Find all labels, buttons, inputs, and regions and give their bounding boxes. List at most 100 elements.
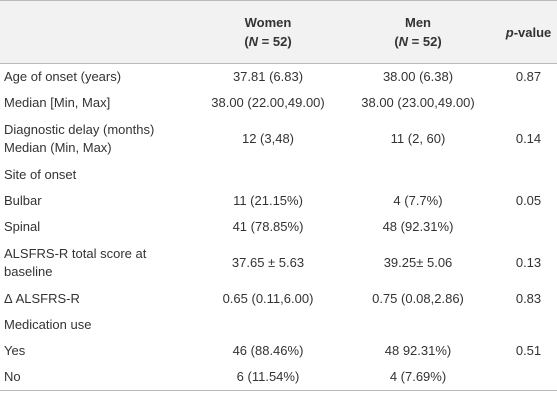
- label-line: Yes: [4, 343, 26, 358]
- table-row: Bulbar 11 (21.15%) 4 (7.7%) 0.05: [0, 188, 557, 214]
- value-cell: [500, 214, 557, 240]
- cell-text: 0.14: [515, 131, 542, 146]
- cell-text: 11 (2, 60): [390, 131, 446, 146]
- table-row: Spinal 41 (78.85%) 48 (92.31%): [0, 214, 557, 240]
- value-cell: 39.25± 5.06: [336, 240, 500, 286]
- label-line: baseline: [4, 264, 53, 279]
- cell-text: 0.13: [515, 255, 542, 270]
- header-cell: Women (N = 52): [200, 0, 336, 64]
- value-cell: [336, 312, 500, 338]
- row-label: Bulbar: [0, 188, 200, 214]
- label-line: ALSFRS-R total score at: [4, 246, 147, 261]
- value-cell: 38.00 (22.00,49.00): [200, 90, 336, 116]
- text: = 52): [258, 34, 292, 49]
- value-cell: [500, 312, 557, 338]
- cell-text: 0.87: [515, 69, 542, 84]
- label-line: Bulbar: [4, 193, 42, 208]
- table-row: Δ ALSFRS-R 0.65 (0.11,6.00) 0.75 (0.08,2.8…: [0, 286, 557, 312]
- value-cell: 0.75 (0.08,2.86): [336, 286, 500, 312]
- value-cell: 4 (7.69%): [336, 364, 500, 391]
- label-line: No: [4, 369, 21, 384]
- text: N: [248, 34, 259, 49]
- value-cell: [200, 162, 336, 188]
- cell-text: 38.00 (6.38): [382, 69, 454, 84]
- cell-text: 38.00 (22.00,49.00): [211, 95, 325, 110]
- cell-text: 0.05: [515, 193, 542, 208]
- cell-text: 0.51: [515, 343, 542, 358]
- label-line: Δ ALSFRS-R: [4, 291, 80, 306]
- value-cell: 46 (88.46%): [200, 338, 336, 364]
- text: (: [394, 34, 399, 49]
- cell-text: 48 (92.31%): [382, 219, 454, 234]
- table-body: Age of onset (years) 37.81 (6.83) 38.00 (6…: [0, 64, 557, 391]
- value-cell: 11 (2, 60): [336, 116, 500, 162]
- row-label: Yes: [0, 338, 200, 364]
- table-row: Yes 46 (88.46%) 48 92.31%) 0.51: [0, 338, 557, 364]
- cell-text: 38.00 (23.00,49.00): [361, 95, 475, 110]
- text: N: [398, 34, 409, 49]
- header-empty: [0, 0, 200, 64]
- value-cell: [500, 162, 557, 188]
- table-row: No 6 (11.54%) 4 (7.69%): [0, 364, 557, 391]
- cell-text: 0.75 (0.08,2.86): [372, 291, 464, 306]
- table-row: Diagnostic delay (months) Median (Min, Ma…: [0, 116, 557, 162]
- value-cell: [500, 90, 557, 116]
- text: p: [505, 24, 514, 40]
- value-cell: 41 (78.85%): [200, 214, 336, 240]
- text: = 52): [408, 34, 442, 49]
- data-table: Women (N = 52) Men (N = 52) p-value Age …: [0, 0, 557, 391]
- header-title: Women: [244, 15, 292, 30]
- cell-text: 37.65 ± 5.63: [231, 255, 305, 270]
- text: (: [244, 34, 249, 49]
- value-cell: [500, 364, 557, 391]
- value-cell: 37.81 (6.83): [200, 64, 336, 91]
- row-label: No: [0, 364, 200, 391]
- value-cell: 48 (92.31%): [336, 214, 500, 240]
- table-row: ALSFRS-R total score at baseline 37.65 ± 5…: [0, 240, 557, 286]
- table-row: Median [Min, Max] 38.00 (22.00,49.00) 38.0…: [0, 90, 557, 116]
- cell-text: 37.81 (6.83): [232, 69, 304, 84]
- value-cell: 38.00 (23.00,49.00): [336, 90, 500, 116]
- cell-text: 4 (7.7%): [393, 193, 443, 208]
- value-cell: 0.87: [500, 64, 557, 91]
- label-line: Spinal: [4, 219, 41, 234]
- header-sub: (N = 52): [200, 32, 336, 51]
- header-sub: (N = 52): [336, 32, 500, 51]
- row-label: Median [Min, Max]: [0, 90, 200, 116]
- cell-text: 46 (88.46%): [232, 343, 304, 358]
- label-line: Diagnostic delay (months): [4, 122, 155, 137]
- header-cell: p-value: [500, 0, 557, 64]
- row-label: Medication use: [0, 312, 200, 338]
- label-line: Age of onset (years): [4, 69, 122, 84]
- value-cell: 4 (7.7%): [336, 188, 500, 214]
- cell-text: 48 92.31%): [384, 343, 452, 358]
- cell-text: 0.65 (0.11,6.00): [222, 291, 314, 306]
- value-cell: [336, 162, 500, 188]
- row-label: Δ ALSFRS-R: [0, 286, 200, 312]
- header-cell: Men (N = 52): [336, 0, 500, 64]
- cell-text: 12 (3,48): [241, 131, 295, 146]
- cell-text: 11 (21.15%): [233, 193, 303, 208]
- label-line: Median (Min, Max): [4, 140, 112, 155]
- header-row: Women (N = 52) Men (N = 52) p-value: [0, 0, 557, 64]
- row-label: ALSFRS-R total score at baseline: [0, 240, 200, 286]
- value-cell: 38.00 (6.38): [336, 64, 500, 91]
- label-line: Median [Min, Max]: [4, 95, 111, 110]
- label-line: Medication use: [4, 317, 92, 332]
- row-label: Site of onset: [0, 162, 200, 188]
- label-line: Site of onset: [4, 167, 77, 182]
- row-label: Spinal: [0, 214, 200, 240]
- value-cell: 0.14: [500, 116, 557, 162]
- value-cell: 12 (3,48): [200, 116, 336, 162]
- table-row: Age of onset (years) 37.81 (6.83) 38.00 (6…: [0, 64, 557, 91]
- value-cell: 37.65 ± 5.63: [200, 240, 336, 286]
- value-cell: 0.05: [500, 188, 557, 214]
- value-cell: [200, 312, 336, 338]
- cell-text: 39.25± 5.06: [383, 255, 453, 270]
- cell-text: 41 (78.85%): [232, 219, 304, 234]
- value-cell: 6 (11.54%): [200, 364, 336, 391]
- table-row: Medication use: [0, 312, 557, 338]
- cell-text: 4 (7.69%): [389, 369, 447, 384]
- value-cell: 0.83: [500, 286, 557, 312]
